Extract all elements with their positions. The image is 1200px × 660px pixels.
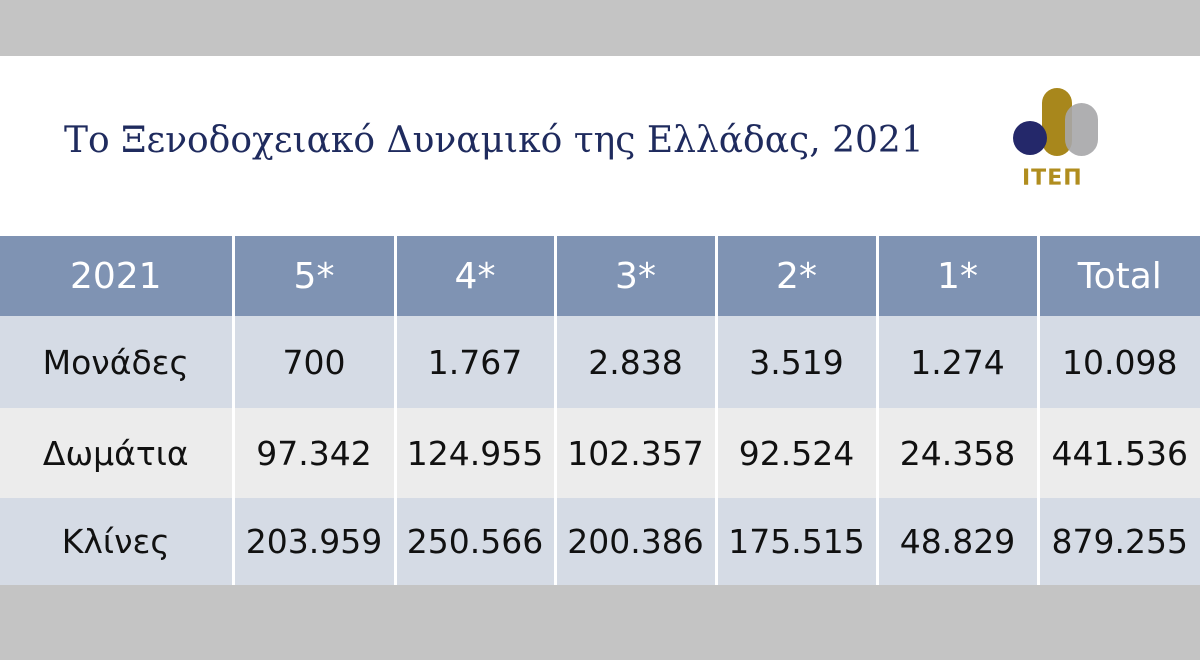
column-header: 1* xyxy=(875,236,1038,316)
logo-text: ΙΤΕΠ xyxy=(1022,166,1083,191)
table: 2021 5* 4* 3* 2* 1* Total Μονάδες 700 1.767 2.838 3… xyxy=(0,236,1200,585)
cell: 48.829 xyxy=(875,498,1038,585)
header-row: 2021 5* 4* 3* 2* 1* Total xyxy=(0,236,1200,316)
column-header: 3* xyxy=(553,236,716,316)
table-row: Μονάδες 700 1.767 2.838 3.519 1.274 10.098 xyxy=(0,316,1200,408)
cell: 175.515 xyxy=(714,498,877,585)
column-header: 2* xyxy=(714,236,877,316)
table-row: Κλίνες 203.959 250.566 200.386 175.515 48.829… xyxy=(0,498,1200,585)
title: Το Ξενοδοχειακό Δυναμικό της Ελλάδας, 20… xyxy=(64,120,924,161)
cell: 700 xyxy=(231,316,395,408)
table-row: Δωμάτια 97.342 124.955 102.357 92.524 24.358 4… xyxy=(0,408,1200,498)
cell: 10.098 xyxy=(1036,316,1200,408)
row-label: Κλίνες xyxy=(0,498,233,585)
column-header: Total xyxy=(1036,236,1200,316)
cell: 1.274 xyxy=(875,316,1038,408)
cell: 3.519 xyxy=(714,316,877,408)
cell: 250.566 xyxy=(393,498,555,585)
cell: 124.955 xyxy=(393,408,555,498)
cell: 97.342 xyxy=(231,408,395,498)
column-header: 2021 xyxy=(0,236,233,316)
cell: 1.767 xyxy=(393,316,555,408)
row-label: Δωμάτια xyxy=(0,408,233,498)
row-label: Μονάδες xyxy=(0,316,233,408)
title-band xyxy=(0,56,1200,236)
cell: 203.959 xyxy=(231,498,395,585)
cell: 200.386 xyxy=(553,498,716,585)
cell: 102.357 xyxy=(553,408,716,498)
column-header: 5* xyxy=(231,236,395,316)
cell: 92.524 xyxy=(714,408,877,498)
cell: 879.255 xyxy=(1036,498,1200,585)
cell: 2.838 xyxy=(553,316,716,408)
cell: 24.358 xyxy=(875,408,1038,498)
column-header: 4* xyxy=(393,236,555,316)
cell: 441.536 xyxy=(1036,408,1200,498)
logo xyxy=(1013,88,1098,156)
